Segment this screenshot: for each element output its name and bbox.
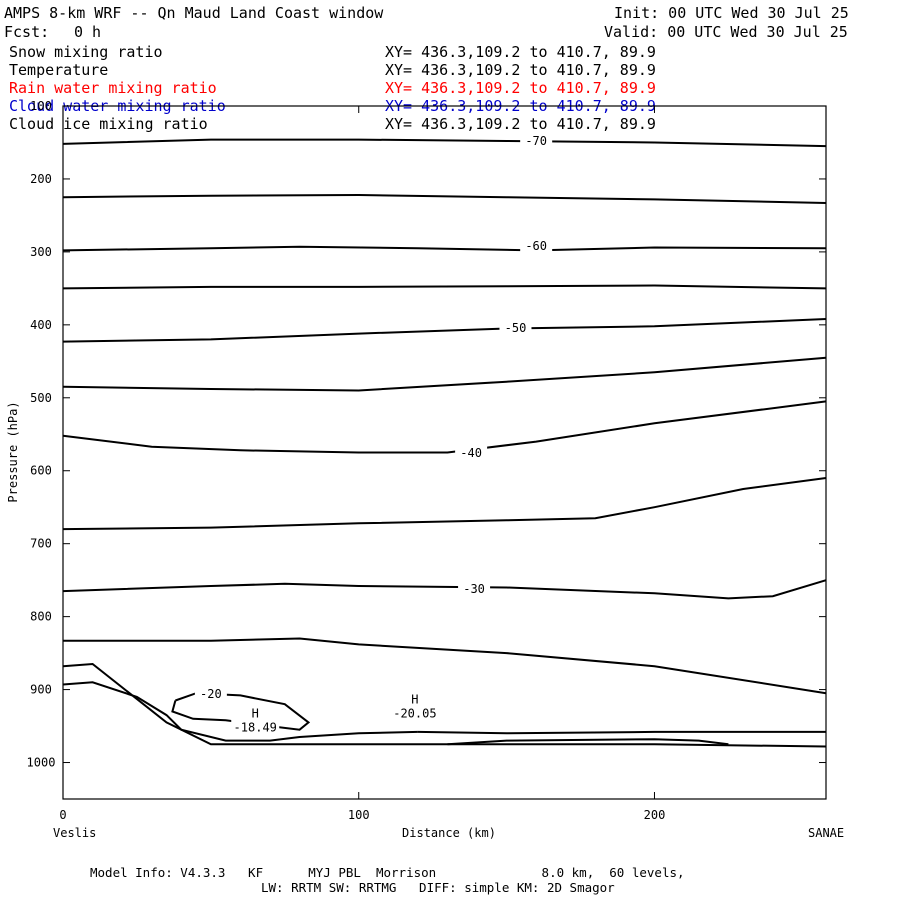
x-axis-ticks: 0 100 200 bbox=[59, 106, 665, 822]
y-tick-label: 1000 bbox=[27, 756, 56, 770]
field-xy-temperature: XY= 436.3,109.2 to 410.7, 89.9 bbox=[385, 61, 656, 79]
isotherm-line bbox=[62, 138, 827, 148]
isotherm-line bbox=[417, 730, 826, 735]
extremum-value: -20.05 bbox=[393, 706, 436, 720]
isotherm-line bbox=[63, 637, 827, 695]
y-tick-label: 700 bbox=[30, 537, 52, 551]
valid-time: Valid: 00 UTC Wed 30 Jul 25 bbox=[604, 23, 848, 41]
contour-label: -40 bbox=[460, 446, 482, 460]
field-name-cloud-ice: Cloud ice mixing ratio bbox=[9, 115, 208, 133]
field-name-snow: Snow mixing ratio bbox=[9, 43, 163, 61]
contour-label-bg bbox=[520, 238, 553, 253]
y-tick-label: 200 bbox=[30, 172, 52, 186]
x-axis-label: Distance (km) bbox=[402, 826, 496, 840]
field-xy-rain: XY= 436.3,109.2 to 410.7, 89.9 bbox=[385, 79, 656, 97]
contour-label: -60 bbox=[525, 239, 547, 253]
contour-label: -20 bbox=[200, 687, 222, 701]
y-axis-label: Pressure (hPa) bbox=[6, 401, 20, 502]
isotherm-line bbox=[447, 738, 729, 746]
model-info: Model Info: V4.3.3 KF MYJ PBL Morrison 8… bbox=[90, 865, 685, 880]
y-tick-label: 100 bbox=[30, 99, 52, 113]
contour-label-bg bbox=[520, 133, 553, 148]
x-tick-label: 0 bbox=[59, 808, 66, 822]
contour-label-bg bbox=[194, 685, 227, 700]
extremum-mark: H bbox=[252, 706, 259, 720]
y-tick-label: 300 bbox=[30, 245, 52, 259]
extremum-value: -18.49 bbox=[234, 720, 277, 734]
y-tick-label: 400 bbox=[30, 318, 52, 332]
contour-label: -30 bbox=[463, 582, 485, 596]
field-xy-snow: XY= 436.3,109.2 to 410.7, 89.9 bbox=[385, 43, 656, 61]
model-physics: LW: RRTM SW: RRTMG DIFF: simple KM: 2D S… bbox=[261, 880, 615, 895]
isotherm-line bbox=[62, 193, 827, 204]
isotherm-line bbox=[62, 284, 827, 290]
isotherm-line bbox=[62, 356, 827, 392]
forecast-hour: 0 h bbox=[74, 23, 102, 41]
y-tick-label: 500 bbox=[30, 391, 52, 405]
contour-label: -50 bbox=[505, 321, 527, 335]
contour-label: -70 bbox=[525, 134, 547, 148]
y-tick-label: 900 bbox=[30, 683, 52, 697]
contour-labels: -70-60-50-40-30-20H-18.49H-20.05 bbox=[194, 133, 553, 735]
forecast-label: Fcst: bbox=[4, 23, 50, 41]
field-name-rain: Rain water mixing ratio bbox=[9, 79, 217, 97]
isotherm-lines bbox=[62, 138, 827, 748]
x-tick-label: 200 bbox=[644, 808, 666, 822]
field-xy-cloud-ice: XY= 436.3,109.2 to 410.7, 89.9 bbox=[385, 115, 656, 133]
extremum-mark: H bbox=[411, 692, 418, 706]
y-tick-label: 600 bbox=[30, 464, 52, 478]
contour-label-bg bbox=[499, 319, 532, 334]
isotherm-line bbox=[62, 400, 827, 454]
contour-label-bg bbox=[458, 580, 491, 595]
y-axis-ticks: 100 200 300 400 500 600 700 800 900 1000 bbox=[27, 99, 826, 770]
init-time: Init: 00 UTC Wed 30 Jul 25 bbox=[614, 4, 849, 22]
isotherm-line bbox=[62, 579, 827, 600]
isotherm-line bbox=[62, 681, 418, 742]
x-left-location: Veslis bbox=[53, 826, 96, 840]
extremum-bg bbox=[231, 704, 280, 735]
contour-label-bg bbox=[455, 445, 488, 460]
x-right-location: SANAE bbox=[808, 826, 844, 840]
plot-title: AMPS 8-km WRF -- Qn Maud Land Coast wind… bbox=[4, 4, 384, 22]
isotherm-line bbox=[62, 318, 827, 343]
x-tick-label: 100 bbox=[348, 808, 370, 822]
isotherm-line bbox=[62, 477, 827, 531]
isotherm-line bbox=[62, 245, 827, 252]
extremum-bg bbox=[390, 690, 439, 721]
y-tick-label: 800 bbox=[30, 610, 52, 624]
field-name-temperature: Temperature bbox=[9, 61, 109, 79]
plot-frame bbox=[62, 105, 827, 800]
isotherm-line bbox=[62, 662, 827, 748]
